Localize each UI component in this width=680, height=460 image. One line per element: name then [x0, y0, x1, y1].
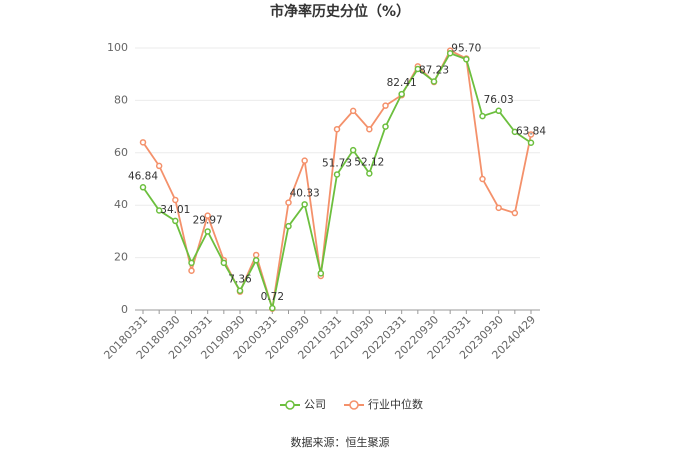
legend-label: 公司 [304, 398, 326, 411]
point [269, 304, 276, 312]
point [333, 171, 341, 178]
point [463, 56, 470, 63]
data-label: 87.23 [419, 64, 449, 76]
point [446, 49, 454, 57]
y-tick-label: 40 [114, 198, 128, 211]
point [366, 125, 373, 133]
point [495, 107, 502, 115]
point [349, 146, 357, 154]
point [204, 212, 211, 219]
data-label: 63.84 [516, 126, 546, 138]
point [172, 217, 179, 225]
data-label: 7.36 [228, 274, 252, 286]
point [527, 139, 535, 146]
point [414, 65, 422, 73]
data-label: 29.97 [193, 214, 223, 226]
data-label: 52.12 [354, 156, 384, 168]
point [479, 175, 486, 183]
data-label: 46.84 [128, 170, 158, 182]
point [155, 162, 163, 170]
point [382, 123, 389, 130]
data-label: 34.01 [160, 204, 190, 216]
y-tick-label: 60 [114, 146, 128, 159]
point [155, 207, 163, 214]
point [252, 256, 260, 264]
point [301, 201, 308, 208]
point [366, 170, 373, 177]
chart-title: 市净率历史分位（%） [270, 3, 410, 20]
point [236, 287, 244, 294]
point [188, 259, 195, 267]
y-tick-label: 20 [114, 251, 128, 264]
point [511, 209, 519, 217]
point [495, 204, 502, 212]
y-tick-label: 0 [121, 303, 128, 316]
point [172, 196, 179, 204]
legend-marker [349, 400, 359, 410]
point [479, 112, 486, 120]
point [252, 251, 260, 259]
series-line [142, 52, 532, 312]
point [382, 102, 389, 109]
point [204, 228, 211, 235]
point [285, 222, 292, 230]
point [333, 125, 341, 133]
point [511, 128, 519, 136]
point [139, 184, 147, 191]
point [398, 90, 405, 98]
legend-marker [285, 400, 295, 410]
source-note: 数据来源：恒生聚源 [291, 435, 390, 449]
point [188, 267, 195, 274]
point [301, 157, 308, 164]
data-label: 95.70 [451, 42, 481, 54]
y-tick-label: 80 [114, 93, 128, 106]
point [349, 107, 357, 115]
legend-label: 行业中位数 [368, 397, 423, 411]
point [220, 259, 228, 267]
point [285, 199, 292, 206]
data-label: 0.72 [261, 291, 284, 303]
data-label: 82.41 [387, 77, 417, 89]
point [527, 131, 535, 138]
point [317, 270, 325, 277]
data-label: 76.03 [484, 94, 514, 106]
point [430, 78, 438, 85]
point [139, 139, 147, 146]
data-label: 51.73 [322, 157, 352, 169]
data-label: 40.33 [290, 187, 320, 199]
y-tick-label: 100 [107, 41, 128, 54]
